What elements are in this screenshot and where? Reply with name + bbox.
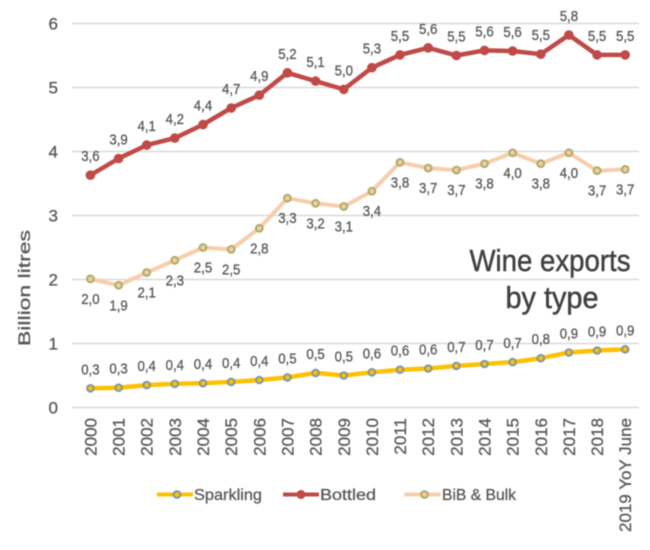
- svg-text:2,3: 2,3: [166, 273, 184, 289]
- svg-text:5,6: 5,6: [419, 22, 437, 38]
- svg-text:3,8: 3,8: [475, 177, 493, 193]
- svg-text:5,6: 5,6: [503, 25, 521, 41]
- svg-text:5,5: 5,5: [391, 29, 409, 45]
- svg-text:0,4: 0,4: [138, 359, 156, 375]
- svg-text:0,4: 0,4: [166, 358, 184, 374]
- svg-text:0,5: 0,5: [306, 347, 324, 363]
- svg-text:0,9: 0,9: [560, 327, 578, 343]
- svg-text:2001: 2001: [110, 418, 129, 456]
- svg-text:2012: 2012: [419, 418, 438, 456]
- svg-text:2,5: 2,5: [194, 261, 212, 277]
- svg-text:0: 0: [49, 399, 58, 418]
- svg-text:Bottled: Bottled: [320, 487, 376, 504]
- svg-text:2: 2: [49, 271, 58, 290]
- svg-text:2018: 2018: [588, 418, 607, 456]
- svg-text:3,3: 3,3: [278, 211, 296, 227]
- svg-text:2013: 2013: [447, 418, 466, 456]
- svg-text:0,5: 0,5: [335, 350, 353, 366]
- svg-text:0,9: 0,9: [588, 325, 606, 341]
- svg-text:2006: 2006: [250, 418, 269, 456]
- svg-text:Wine exports: Wine exports: [470, 243, 631, 278]
- svg-text:5,3: 5,3: [363, 42, 381, 58]
- svg-text:3,7: 3,7: [588, 184, 606, 200]
- svg-text:Billion litres: Billion litres: [15, 230, 34, 346]
- svg-text:5,6: 5,6: [475, 24, 493, 40]
- svg-text:5,2: 5,2: [278, 47, 296, 63]
- svg-text:3,7: 3,7: [447, 183, 465, 199]
- svg-text:4: 4: [49, 143, 58, 162]
- svg-text:0,4: 0,4: [222, 356, 240, 372]
- svg-text:3,6: 3,6: [81, 149, 99, 165]
- svg-text:2,1: 2,1: [138, 286, 156, 302]
- svg-text:5,5: 5,5: [588, 29, 606, 45]
- svg-text:4,2: 4,2: [166, 112, 184, 128]
- svg-text:5,5: 5,5: [447, 30, 465, 46]
- svg-text:3: 3: [49, 207, 58, 226]
- svg-text:3,8: 3,8: [532, 177, 550, 193]
- svg-text:4,0: 4,0: [503, 166, 521, 182]
- svg-text:4,4: 4,4: [194, 99, 212, 115]
- svg-text:5,0: 5,0: [335, 63, 353, 79]
- svg-text:2014: 2014: [476, 418, 495, 456]
- svg-text:6: 6: [49, 15, 58, 34]
- svg-text:2,5: 2,5: [222, 262, 240, 278]
- svg-text:4,0: 4,0: [560, 166, 578, 182]
- svg-text:2,0: 2,0: [81, 292, 99, 308]
- svg-text:0,7: 0,7: [447, 340, 465, 356]
- svg-text:5,8: 5,8: [560, 9, 578, 25]
- svg-text:3,2: 3,2: [306, 216, 324, 232]
- svg-text:2005: 2005: [222, 418, 241, 456]
- svg-text:0,6: 0,6: [419, 343, 437, 359]
- svg-text:0,6: 0,6: [391, 344, 409, 360]
- svg-text:5,5: 5,5: [532, 28, 550, 44]
- svg-text:2007: 2007: [278, 418, 297, 456]
- svg-text:5: 5: [49, 79, 58, 98]
- svg-text:4,9: 4,9: [250, 69, 268, 85]
- svg-text:3,4: 3,4: [363, 204, 381, 220]
- svg-text:0,8: 0,8: [532, 332, 550, 348]
- svg-text:2008: 2008: [307, 418, 326, 456]
- svg-text:2017: 2017: [560, 418, 579, 456]
- svg-text:0,5: 0,5: [278, 351, 296, 367]
- svg-text:0,7: 0,7: [475, 338, 493, 354]
- svg-text:2009: 2009: [335, 418, 354, 456]
- svg-text:0,6: 0,6: [363, 346, 381, 362]
- svg-text:3,7: 3,7: [616, 182, 634, 198]
- svg-text:Sparkling: Sparkling: [194, 487, 262, 504]
- svg-text:0,3: 0,3: [109, 362, 127, 378]
- svg-text:3,9: 3,9: [109, 133, 127, 149]
- svg-text:BiB & Bulk: BiB & Bulk: [442, 487, 517, 504]
- svg-text:1,9: 1,9: [109, 298, 127, 314]
- svg-text:5,5: 5,5: [616, 29, 634, 45]
- svg-text:2010: 2010: [363, 418, 382, 456]
- svg-text:2003: 2003: [166, 418, 185, 456]
- svg-text:2011: 2011: [391, 418, 410, 455]
- svg-text:0,4: 0,4: [250, 354, 268, 370]
- svg-text:2004: 2004: [194, 418, 213, 456]
- svg-text:1: 1: [49, 335, 58, 354]
- svg-text:5,1: 5,1: [306, 55, 324, 71]
- svg-text:4,7: 4,7: [222, 82, 240, 98]
- svg-text:3,8: 3,8: [391, 175, 409, 191]
- svg-text:2015: 2015: [504, 418, 523, 456]
- svg-text:by type: by type: [506, 280, 599, 315]
- svg-text:2000: 2000: [81, 418, 100, 456]
- svg-text:2019 YoY June: 2019 YoY June: [616, 418, 635, 532]
- svg-text:0,9: 0,9: [616, 323, 634, 339]
- svg-text:4,1: 4,1: [138, 119, 156, 135]
- svg-text:0,7: 0,7: [503, 336, 521, 352]
- svg-text:2016: 2016: [532, 418, 551, 456]
- svg-text:3,1: 3,1: [335, 220, 353, 236]
- svg-text:2002: 2002: [138, 418, 157, 456]
- svg-text:0,3: 0,3: [81, 362, 99, 378]
- svg-text:2,8: 2,8: [250, 241, 268, 257]
- svg-text:3,7: 3,7: [419, 181, 437, 197]
- svg-text:0,4: 0,4: [194, 357, 212, 373]
